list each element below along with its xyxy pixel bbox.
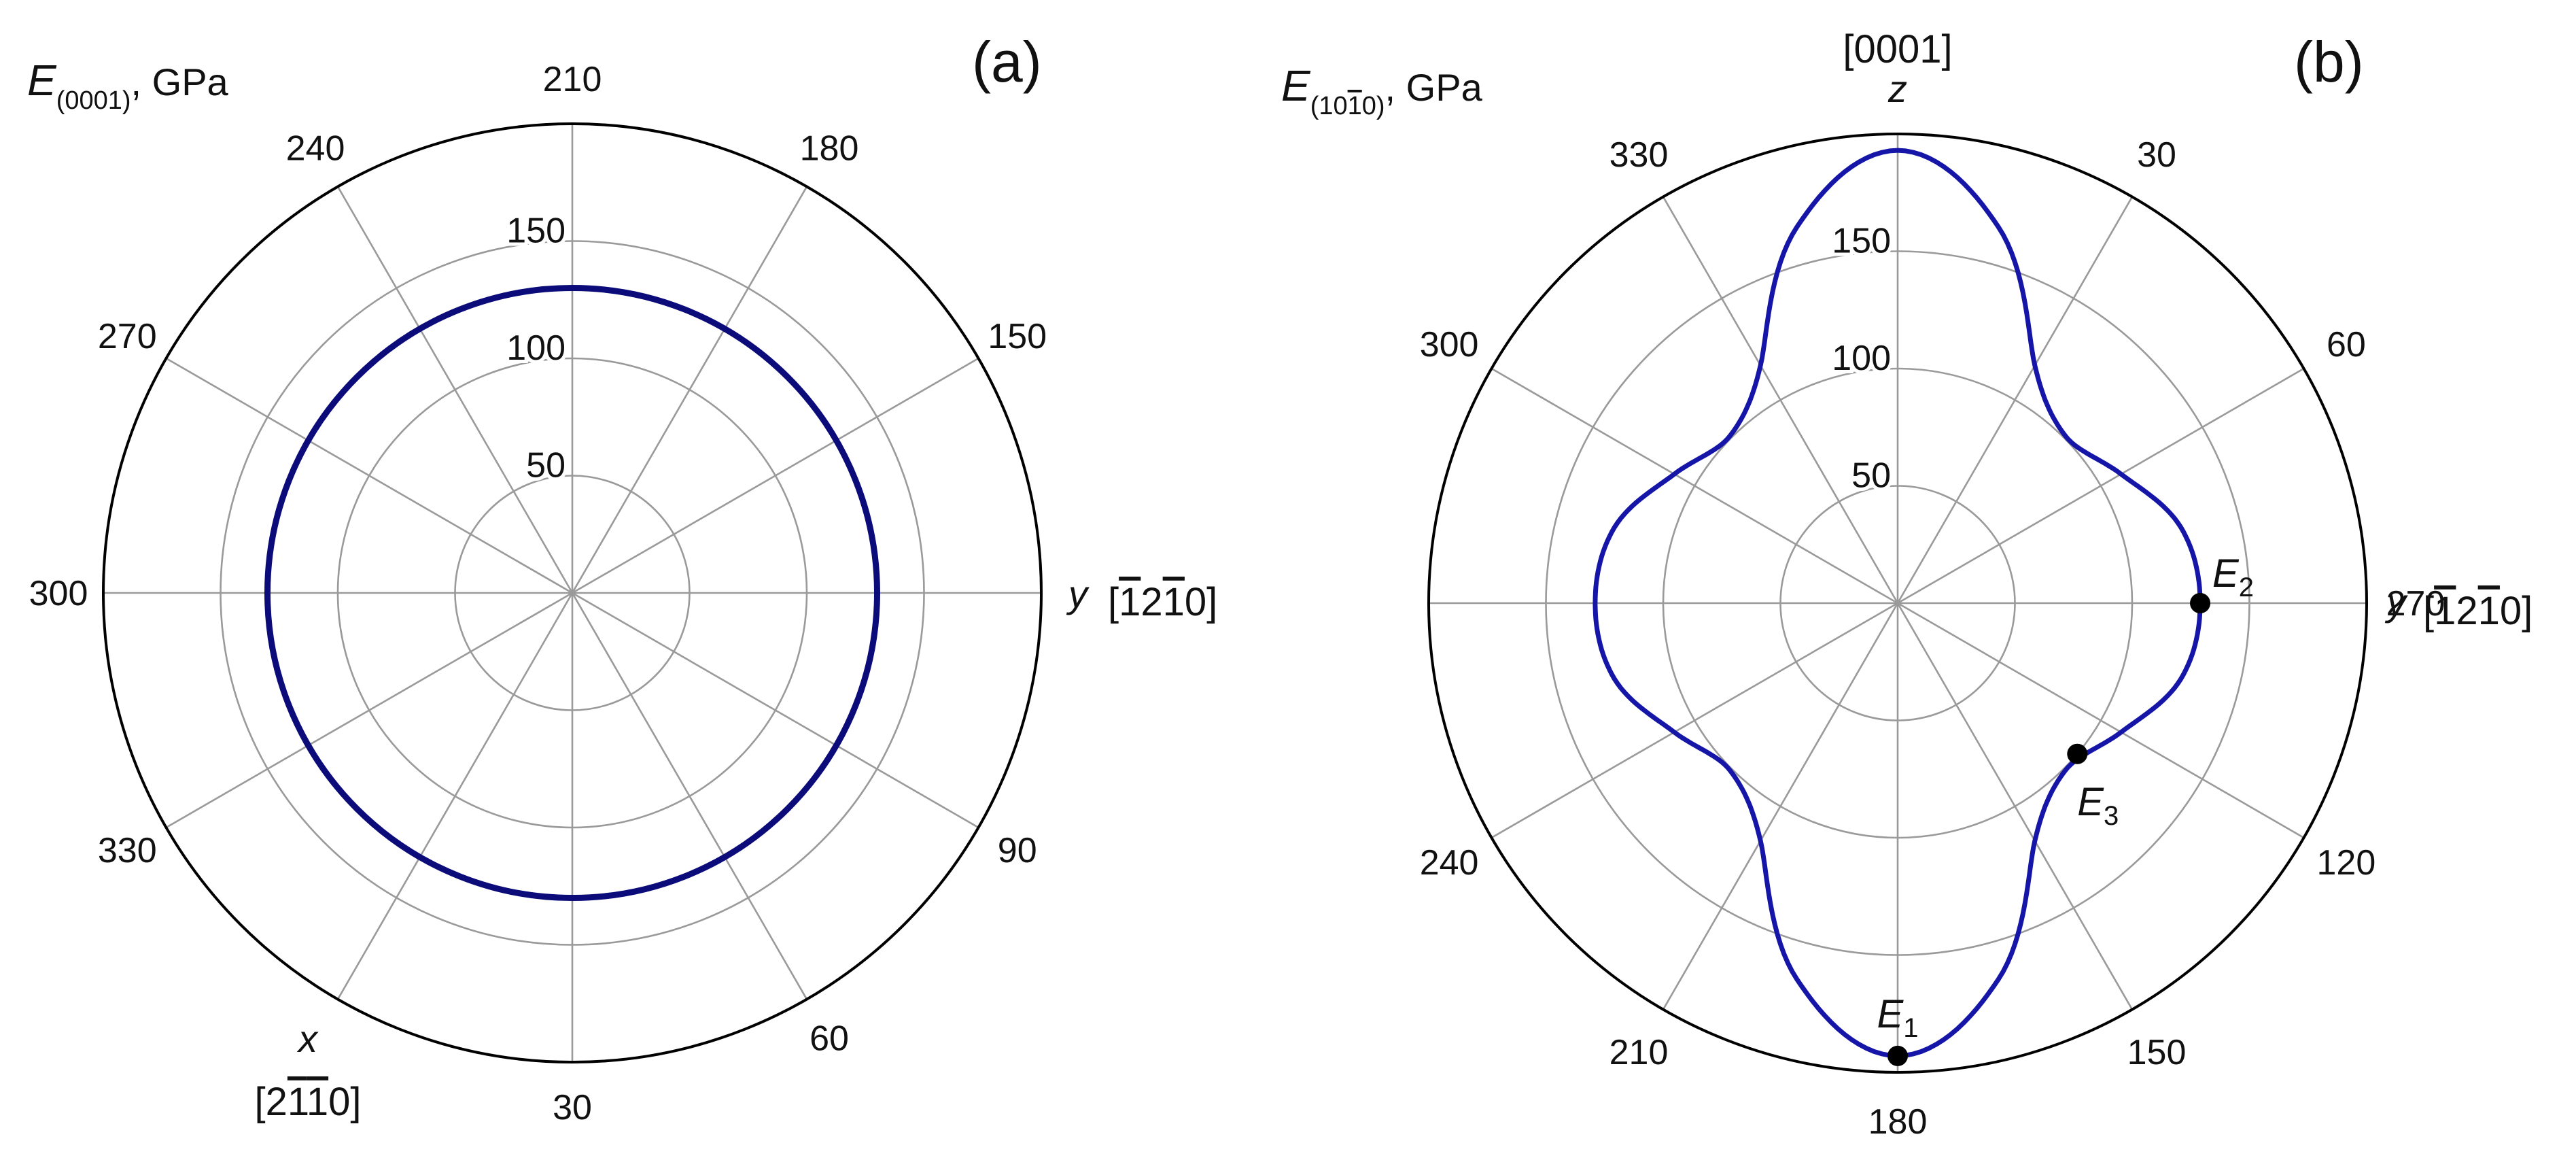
grid-circle (454, 475, 691, 711)
angle-label: 240 (286, 129, 345, 168)
outer-circle (102, 122, 1043, 1063)
angle-label: 30 (2137, 135, 2176, 175)
grid-a (102, 122, 1043, 1063)
point-marker (1887, 1045, 1908, 1066)
angle-label: 180 (1868, 1102, 1928, 1142)
angle-label: 330 (1609, 135, 1669, 175)
angle-label: 180 (800, 129, 859, 168)
angle-label: 90 (998, 831, 1037, 870)
radial-tick-label: 100 (1832, 339, 1891, 378)
angle-label: 30 (553, 1088, 592, 1127)
radial-ticks-a: 50 100 150 (503, 208, 569, 489)
spoke-line (336, 186, 808, 1000)
radial-tick-label: 100 (506, 328, 565, 368)
angle-label: 150 (2127, 1033, 2187, 1072)
polar-panel-a: 210 180 150 90 60 30 330 300 270 240 50 100 150 (a)… (27, 30, 1217, 1127)
point-label: E3 (2077, 780, 2119, 831)
title-suffix-a: , GPa (131, 61, 229, 103)
chart-title-a: E(0001), GPa (27, 56, 229, 115)
angle-label: 270 (2386, 584, 2446, 624)
angle-label: 300 (1420, 325, 1479, 364)
angle-label: 120 (2317, 843, 2376, 883)
angle-label: 210 (1609, 1033, 1669, 1072)
radial-tick-label: 50 (1851, 456, 1891, 496)
axis-miller-a-x: [2110] (255, 1080, 362, 1124)
panel-label-a: (a) (972, 30, 1042, 94)
grid-circle (1779, 485, 2016, 721)
grid-circle (220, 240, 925, 946)
grid-circle (1545, 250, 2250, 956)
axis-miller-b-y: [1210] (2423, 589, 2533, 633)
grid-circle (1662, 367, 2134, 839)
angle-labels-a: 210 180 150 90 60 30 330 300 270 240 (29, 60, 1047, 1127)
angle-label: 330 (98, 831, 157, 870)
polar-panel-b: 30 60 270 120 150 180 210 240 300 330 50 100 150 E1… (1281, 27, 2533, 1142)
radial-tick-label: 150 (506, 211, 565, 251)
title-symbol-a: E (27, 56, 57, 105)
angle-label: 60 (2327, 325, 2366, 364)
grid-b (1427, 133, 2368, 1074)
angle-label: 300 (29, 574, 88, 613)
point-marker (2067, 743, 2088, 764)
marked-points-b: E1 E2 E3 (1877, 551, 2254, 1066)
title-suffix-b: , GPa (1385, 66, 1483, 109)
axis-letter-b-z: z (1887, 67, 1907, 110)
axis-miller-a-y: [1210] (1108, 580, 1217, 624)
axis-letter-a-x: x (296, 1017, 319, 1060)
series-a (264, 285, 880, 901)
chart-title-b: E(1010), GPa (1281, 61, 1483, 120)
title-subscript-a: (0001) (56, 86, 131, 115)
angle-labels-b: 30 60 270 120 150 180 210 240 300 330 (1420, 135, 2446, 1142)
angle-label: 240 (1420, 843, 1479, 883)
outer-circle (1427, 133, 2368, 1074)
spoke-line (1662, 196, 2134, 1010)
angle-label: 210 (543, 60, 602, 99)
angle-label: 270 (98, 317, 157, 356)
radial-ticks-b: 50 100 150 (1828, 218, 1894, 499)
radial-tick-label: 50 (526, 446, 565, 486)
axis-letter-b-y: y (2384, 581, 2408, 624)
axis-miller-b-z: [0001] (1843, 27, 1952, 71)
angle-label: 60 (810, 1019, 849, 1059)
title-subscript-b: (1010) (1310, 92, 1385, 120)
grid-circle (336, 357, 808, 829)
title-symbol-b: E (1281, 61, 1311, 110)
point-marker (2190, 593, 2211, 613)
point-label: E1 (1877, 992, 1919, 1043)
point-label: E2 (2212, 551, 2254, 602)
axis-letter-a-y: y (1066, 573, 1090, 615)
radial-tick-label: 150 (1832, 222, 1891, 261)
series-curve (264, 285, 880, 901)
panel-label-b: (b) (2294, 30, 2364, 94)
angle-label: 150 (988, 317, 1047, 356)
